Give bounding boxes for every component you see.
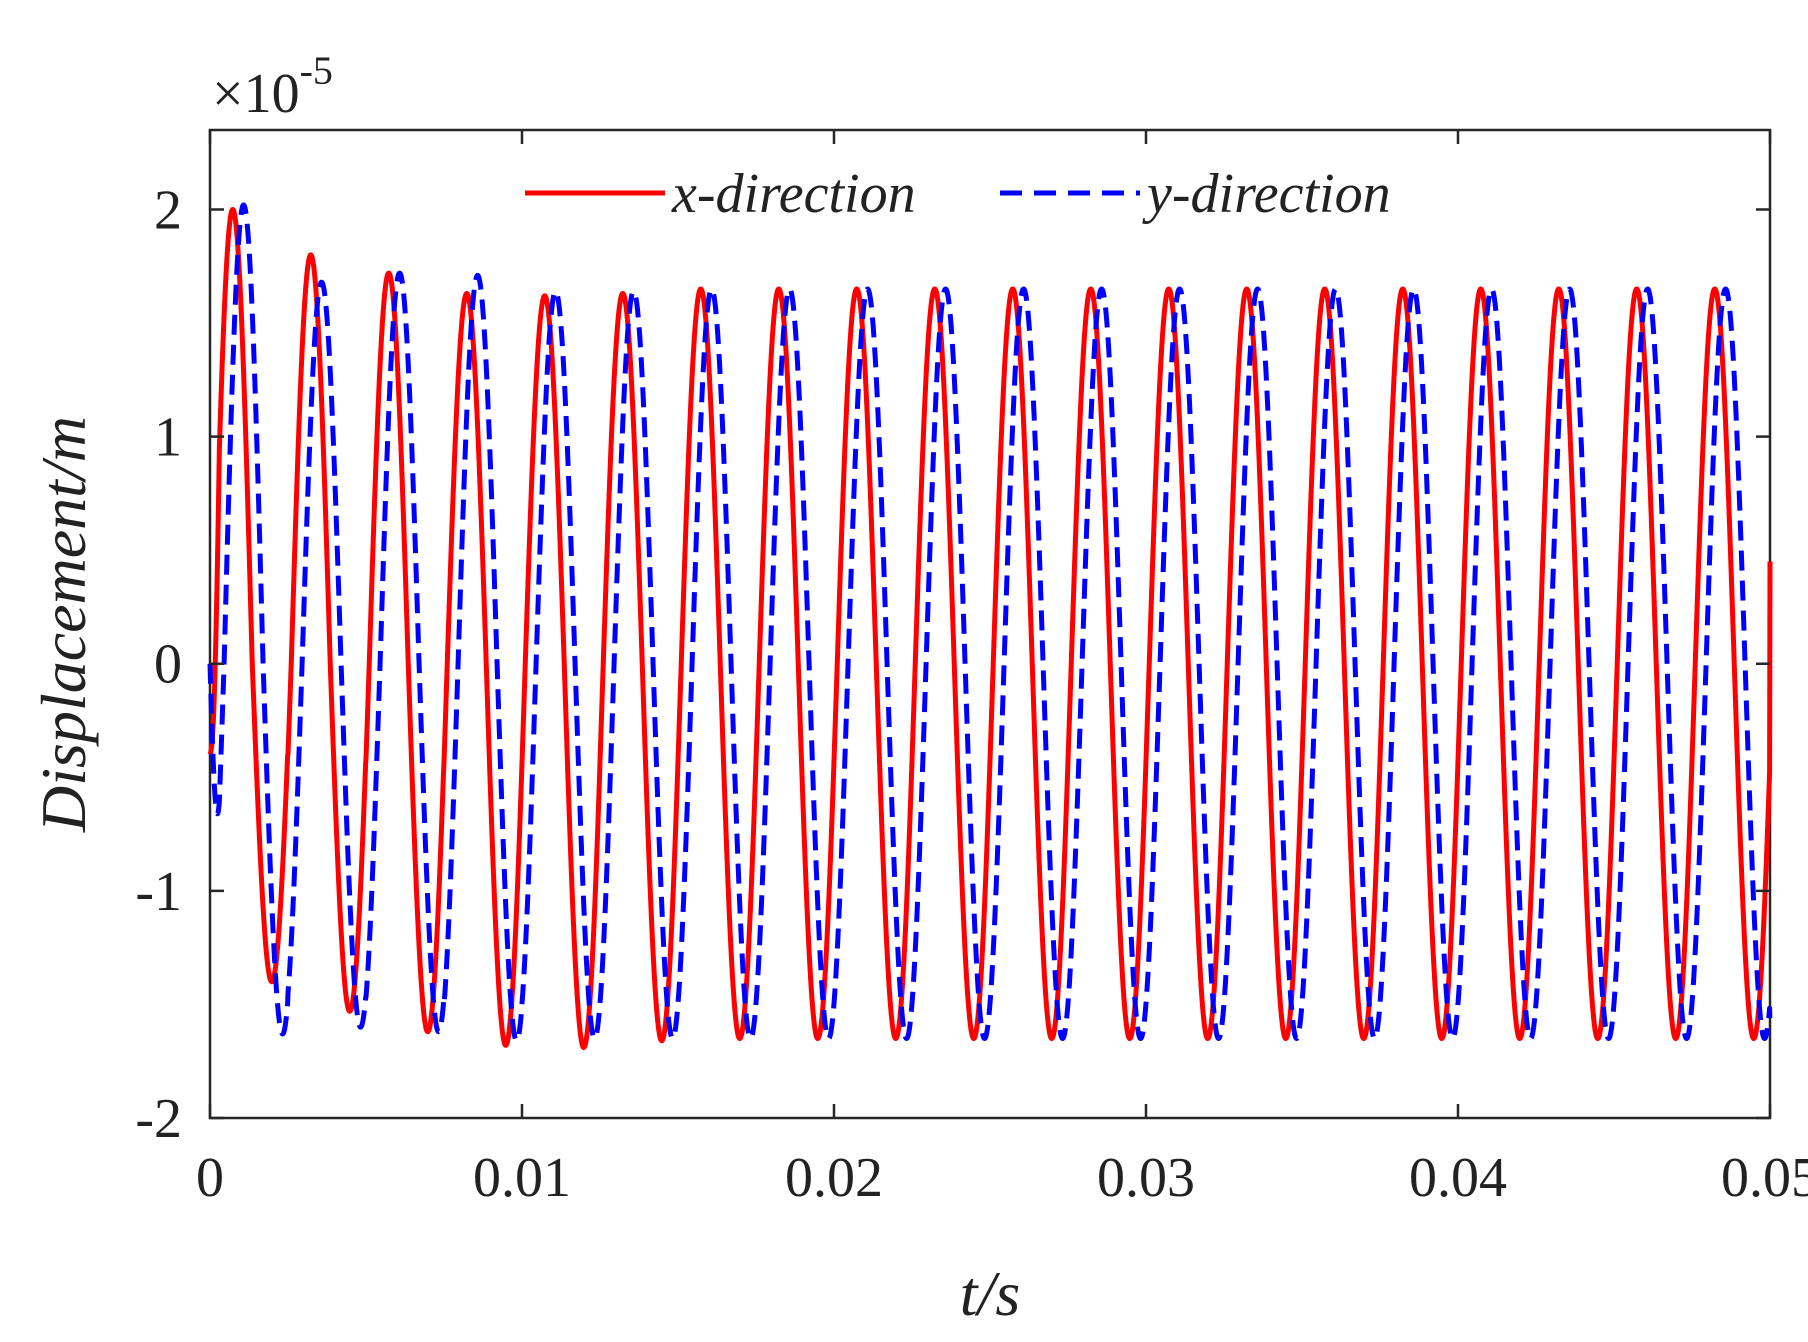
series-line-y-direction: [207, 202, 1773, 1044]
x-tick-label: 0.01: [473, 1147, 571, 1209]
y-exponent-power: -5: [300, 48, 333, 93]
x-tick-label: 0.03: [1097, 1147, 1195, 1209]
legend-label-x-direction: x-direction: [671, 163, 916, 225]
series-layer: [207, 202, 1773, 1051]
y-tick-label: -2: [135, 1088, 182, 1150]
series-line-x-direction: [207, 207, 1773, 1051]
y-exponent-base: ×10: [212, 63, 300, 125]
y-tick-label: 1: [154, 407, 182, 469]
x-tick-label: 0: [196, 1147, 224, 1209]
y-exponent-label: ×10-5: [212, 48, 333, 125]
legend: x-direction y-direction: [525, 163, 1391, 225]
x-tick-label: 0.05: [1721, 1147, 1808, 1209]
y-tick-label: -1: [135, 861, 182, 923]
x-axis-title: t/s: [960, 1258, 1020, 1329]
ticks-layer: 0 0.01 0.02 0.03 0.04 0.05 -2 -1 0 1 2: [135, 130, 1808, 1209]
y-tick-label: 0: [154, 634, 182, 696]
x-tick-label: 0.04: [1409, 1147, 1507, 1209]
y-tick-label: 2: [154, 179, 182, 241]
legend-label-y-direction: y-direction: [1142, 163, 1391, 225]
y-axis-title: Displacement/m: [28, 416, 99, 833]
x-tick-label: 0.02: [785, 1147, 883, 1209]
